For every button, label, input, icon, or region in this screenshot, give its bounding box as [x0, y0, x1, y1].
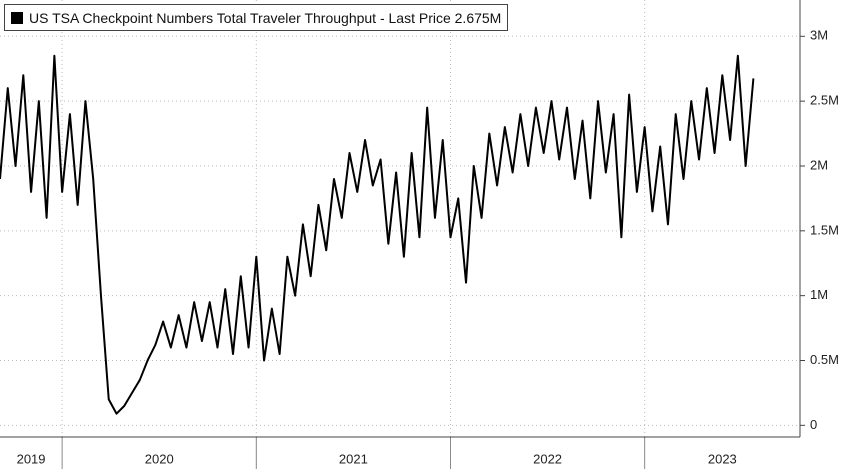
- x-tick-label: 2023: [708, 451, 737, 466]
- y-tick-label: 0: [810, 417, 817, 432]
- y-tick-label: 1.5M: [810, 222, 839, 237]
- x-tick-label: 2021: [339, 451, 368, 466]
- legend: US TSA Checkpoint Numbers Total Traveler…: [4, 4, 509, 31]
- x-tick-label: 2019: [17, 451, 46, 466]
- y-tick-label: 3M: [810, 28, 828, 43]
- y-tick-label: 2.5M: [810, 93, 839, 108]
- legend-swatch: [11, 11, 23, 24]
- x-tick-label: 2020: [145, 451, 174, 466]
- y-tick-label: 0.5M: [810, 352, 839, 367]
- series-line: [0, 54, 755, 415]
- y-tick-label: 2M: [810, 157, 828, 172]
- x-tick-label: 2022: [533, 451, 562, 466]
- y-tick-label: 1M: [810, 287, 828, 302]
- chart-title: US TSA Checkpoint Numbers Total Traveler…: [29, 9, 502, 26]
